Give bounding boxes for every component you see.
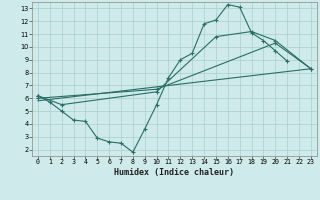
X-axis label: Humidex (Indice chaleur): Humidex (Indice chaleur) bbox=[115, 168, 234, 177]
